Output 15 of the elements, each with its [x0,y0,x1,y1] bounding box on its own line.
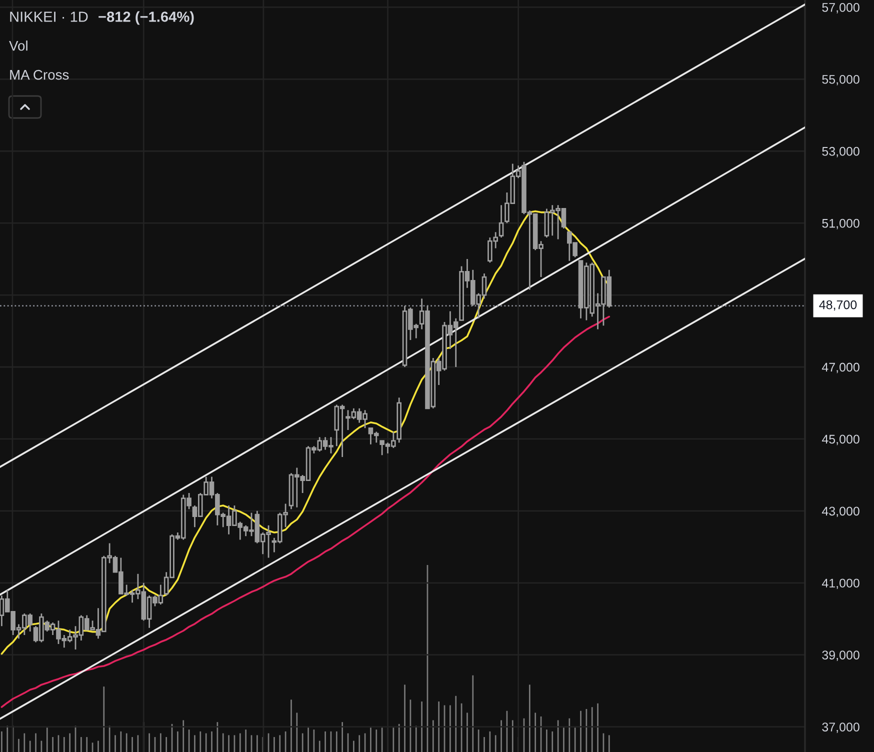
y-tick-label: 45,000 [822,434,860,446]
y-tick-label: 43,000 [822,506,860,518]
y-tick-label: 57,000 [822,2,860,14]
y-tick-label: 51,000 [822,218,860,230]
y-tick-label: 41,000 [822,578,860,590]
y-tick-label: 39,000 [822,650,860,661]
y-tick-label: 37,000 [822,722,860,733]
y-tick-label: 53,000 [822,146,860,158]
annotation: Vol [9,40,28,51]
y-tick-label: 55,000 [822,74,860,86]
text: −812 (−1.64%) [98,11,194,25]
y-tick-label: 47,000 [822,362,860,374]
text: NIKKEI · 1D [10,12,88,22]
annotation: MA Cross [10,70,69,80]
ref-line-label: 48,700 [819,300,857,311]
